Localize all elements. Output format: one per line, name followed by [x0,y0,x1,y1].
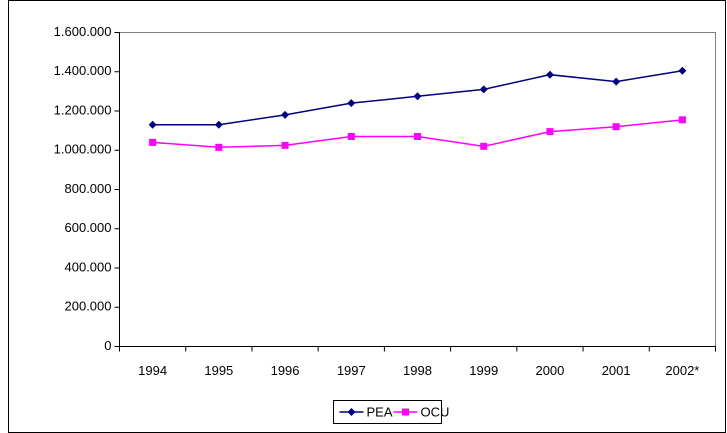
marker [678,116,686,124]
y-tick-label: 1.200.000 [54,102,112,117]
marker [149,138,157,146]
y-tick-label: 0 [104,338,111,353]
x-tick-label: 1997 [337,363,366,378]
y-tick-label: 600.000 [65,220,112,235]
marker [214,120,223,129]
y-tick-label: 1.000.000 [54,142,112,157]
marker [414,133,421,141]
x-tick-label: 1995 [204,363,233,378]
marker [612,123,620,131]
x-tick-label: 1998 [403,363,432,378]
x-tick-label: 2001 [602,363,631,378]
marker [612,77,621,86]
marker [281,141,289,149]
y-tick-label: 1.400.000 [54,63,112,78]
marker [546,128,554,136]
marker [402,408,409,416]
marker [480,142,488,150]
legend-box [333,400,442,424]
x-tick-label: 1996 [271,363,300,378]
marker [678,66,687,75]
marker [347,408,356,416]
legend-label: PEA [367,404,393,419]
y-tick-label: 800.000 [65,181,112,196]
marker [545,70,554,79]
marker [347,133,355,141]
x-tick-label: 2000 [535,363,564,378]
marker [479,85,488,94]
x-tick-label: 1999 [469,363,498,378]
marker [281,110,290,119]
marker [148,120,157,129]
legend-label: OCU [421,404,450,419]
y-tick-label: 400.000 [65,259,112,274]
marker [347,99,356,108]
x-tick-label: 1994 [138,363,167,378]
x-tick-label: 2002* [665,363,699,378]
marker [413,92,422,101]
marker [215,143,223,151]
chart-frame [8,0,726,433]
y-tick-label: 1.600.000 [54,24,112,39]
y-tick-label: 200.000 [65,299,112,314]
